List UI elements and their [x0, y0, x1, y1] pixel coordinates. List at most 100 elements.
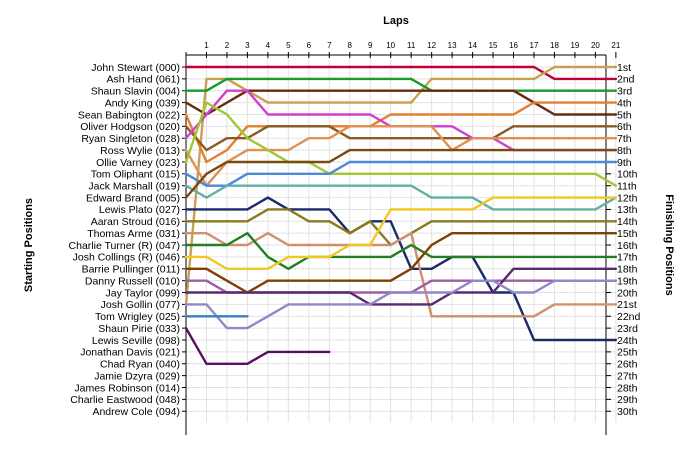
starting-position-label: Shaun Slavin (004)	[91, 86, 180, 98]
starting-position-label: Tom Oliphant (015)	[91, 169, 180, 181]
driver-position-line	[184, 160, 618, 187]
lap-tick-label: 19	[570, 41, 579, 50]
starting-position-label: Ash Hand (061)	[106, 74, 180, 86]
starting-position-label: Josh Collings (R) (046)	[73, 252, 180, 264]
starting-position-label: Lewis Seville (098)	[92, 335, 180, 347]
starting-position-label: Chad Ryan (040)	[100, 359, 180, 371]
finishing-position-label: 24th	[617, 335, 638, 347]
lap-tick-label: 10	[386, 41, 395, 50]
starting-position-label: Ross Wylie (013)	[100, 145, 180, 157]
starting-position-label: Jamie Dzyra (029)	[94, 370, 180, 382]
starting-position-label: Shaun Pirie (033)	[98, 323, 180, 335]
driver-position-line	[184, 279, 618, 330]
finishing-position-label: 18th	[617, 264, 638, 276]
starting-position-label: Edward Brand (005)	[86, 192, 180, 204]
finishing-position-label: 20th	[617, 287, 638, 299]
starting-position-label: Danny Russell (010)	[85, 275, 180, 287]
driver-position-line	[184, 231, 618, 294]
finishing-position-label: 5th	[617, 109, 632, 121]
lap-tick-label: 21	[611, 41, 620, 50]
driver-position-line	[184, 326, 331, 365]
lap-tick-label: 12	[427, 41, 436, 50]
lap-tick-label: 2	[225, 41, 230, 50]
finishing-position-label: 12th	[617, 192, 638, 204]
starting-position-label: James Robinson (014)	[74, 382, 180, 394]
driver-position-line	[184, 125, 618, 187]
starting-position-label: Jack Marshall (019)	[88, 181, 180, 193]
driver-position-line	[184, 77, 618, 92]
finishing-position-label: 13th	[617, 204, 638, 216]
lap-tick-label: 8	[348, 41, 353, 50]
driver-position-lines	[184, 65, 618, 365]
finishing-position-label: 23rd	[617, 323, 638, 335]
finishing-position-label: 17th	[617, 252, 638, 264]
lap-ticks: 1 2 3 4 5 6 7 8 9 10 11 12 13 14 15 16 17 18 19 20 21	[185, 41, 621, 58]
starting-position-label: Ryan Singleton (028)	[81, 133, 180, 145]
finishing-position-label: 1st	[617, 62, 631, 74]
starting-position-labels: John Stewart (000)Ash Hand (061)Shaun Sl…	[69, 62, 186, 418]
finishing-position-label: 30th	[617, 406, 638, 418]
lap-tick-label: 3	[245, 41, 250, 50]
driver-position-line	[184, 125, 618, 152]
starting-position-label: Barrie Pullinger (011)	[82, 264, 180, 276]
driver-position-line	[184, 231, 618, 318]
starting-position-label: John Stewart (000)	[91, 62, 180, 74]
finishing-position-label: 6th	[617, 121, 632, 133]
driver-position-line	[184, 267, 618, 306]
lap-tick-label: 14	[468, 41, 477, 50]
starting-position-label: Andy King (039)	[105, 97, 180, 109]
starting-position-label: Josh Gollin (077)	[101, 299, 180, 311]
right-y-axis-title: Finishing Positions	[663, 194, 675, 295]
driver-position-line	[184, 65, 618, 306]
finishing-position-label: 2nd	[617, 74, 635, 86]
finishing-position-label: 11th	[617, 181, 637, 193]
starting-position-label: Andrew Cole (094)	[92, 406, 180, 418]
finishing-position-label: 22nd	[617, 311, 641, 323]
lap-tick-label: 7	[327, 41, 332, 50]
finishing-position-label: 21st	[617, 299, 637, 311]
starting-position-label: Tom Wrigley (025)	[95, 311, 180, 323]
starting-position-label: Jonathan Davis (021)	[80, 347, 180, 359]
finishing-position-label: 27th	[617, 370, 638, 382]
starting-position-label: Thomas Arme (031)	[87, 228, 180, 240]
starting-position-label: Charlie Eastwood (048)	[70, 394, 180, 406]
starting-position-label: Sean Babington (022)	[78, 109, 180, 121]
starting-position-label: Charlie Turner (R) (047)	[69, 240, 180, 252]
finishing-position-label: 25th	[617, 347, 638, 359]
driver-position-line	[184, 148, 618, 199]
lap-tick-label: 6	[307, 41, 312, 50]
finishing-position-label: 4th	[617, 97, 632, 109]
starting-position-label: Lewis Plato (027)	[99, 204, 180, 216]
finishing-position-label: 16th	[617, 240, 638, 252]
finishing-position-label: 7th	[617, 133, 632, 145]
driver-position-line	[184, 101, 618, 187]
finishing-position-label: 8th	[617, 145, 632, 157]
finishing-position-label: 14th	[617, 216, 638, 228]
lap-tick-label: 17	[530, 41, 539, 50]
finishing-position-label: 15th	[617, 228, 638, 240]
lap-tick-label: 13	[448, 41, 457, 50]
finishing-position-label: 29th	[617, 394, 638, 406]
lap-tick-label: 16	[509, 41, 518, 50]
starting-position-label: Jay Taylor (099)	[105, 287, 180, 299]
driver-position-line	[184, 196, 618, 342]
lap-tick-label: 9	[368, 41, 373, 50]
finishing-position-label: 9th	[617, 157, 632, 169]
driver-position-line	[184, 101, 618, 164]
driver-position-line	[184, 89, 618, 116]
finishing-position-label: 28th	[617, 382, 638, 394]
left-y-axis-title: Starting Positions	[23, 198, 35, 292]
finishing-position-label: 3rd	[617, 86, 632, 98]
finishing-position-label: 10th	[617, 169, 638, 181]
finishing-position-label: 26th	[617, 359, 638, 371]
lap-tick-label: 11	[407, 41, 416, 50]
starting-position-label: Aaran Stroud (016)	[91, 216, 180, 228]
finishing-position-label: 19th	[617, 275, 638, 287]
lap-tick-label: 4	[266, 41, 271, 50]
lap-tick-label: 18	[550, 41, 559, 50]
starting-position-label: Ollie Varney (023)	[96, 157, 180, 169]
driver-position-line	[184, 231, 618, 270]
lap-tick-label: 20	[591, 41, 600, 50]
